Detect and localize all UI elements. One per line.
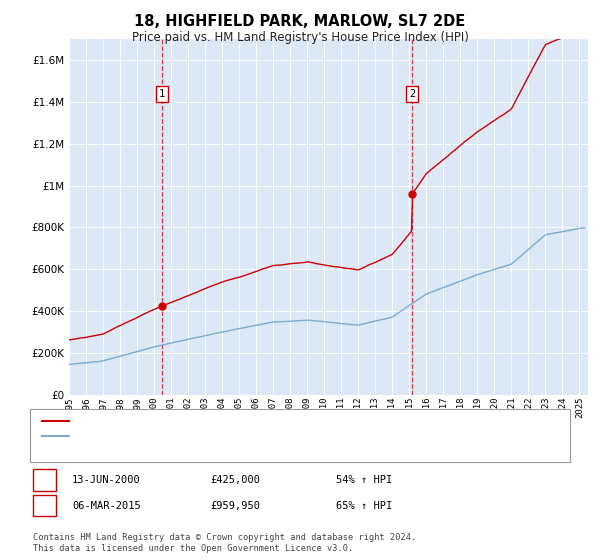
Text: £425,000: £425,000 [210, 475, 260, 485]
Text: HPI: Average price, detached house, Buckinghamshire: HPI: Average price, detached house, Buck… [75, 431, 394, 441]
Text: 2: 2 [409, 89, 416, 99]
Text: 06-MAR-2015: 06-MAR-2015 [72, 501, 141, 511]
Text: 13-JUN-2000: 13-JUN-2000 [72, 475, 141, 485]
Text: 2: 2 [41, 501, 47, 511]
Text: 18, HIGHFIELD PARK, MARLOW, SL7 2DE: 18, HIGHFIELD PARK, MARLOW, SL7 2DE [134, 14, 466, 29]
Text: Price paid vs. HM Land Registry's House Price Index (HPI): Price paid vs. HM Land Registry's House … [131, 31, 469, 44]
Text: 54% ↑ HPI: 54% ↑ HPI [336, 475, 392, 485]
Text: 65% ↑ HPI: 65% ↑ HPI [336, 501, 392, 511]
Text: Contains HM Land Registry data © Crown copyright and database right 2024.
This d: Contains HM Land Registry data © Crown c… [33, 533, 416, 553]
Text: 18, HIGHFIELD PARK, MARLOW, SL7 2DE (detached house): 18, HIGHFIELD PARK, MARLOW, SL7 2DE (det… [75, 416, 400, 426]
Text: 1: 1 [158, 89, 165, 99]
Text: £959,950: £959,950 [210, 501, 260, 511]
Text: 1: 1 [41, 475, 47, 485]
